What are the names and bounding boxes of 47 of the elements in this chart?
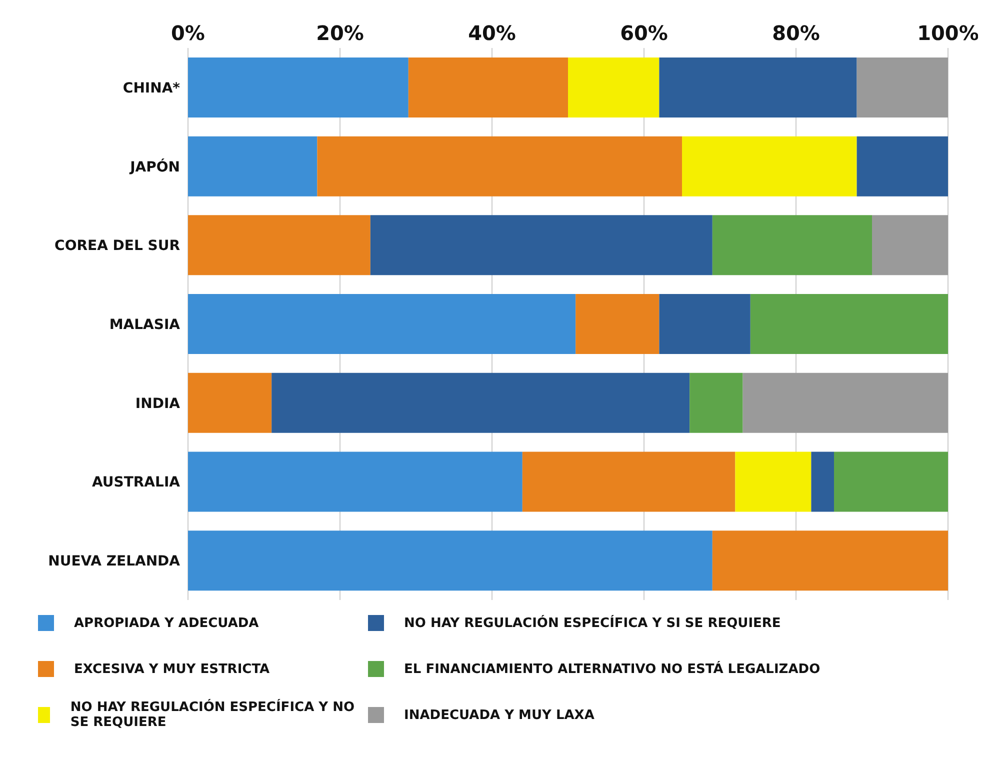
bar <box>856 57 948 118</box>
y-tick-label: MALASIA <box>109 316 180 333</box>
bar <box>188 452 522 512</box>
bar <box>188 215 370 276</box>
bar <box>712 530 948 591</box>
legend-label: INADECUADA Y MUY LAXA <box>404 708 594 722</box>
y-tick-label: AUSTRALIA <box>92 474 180 491</box>
y-tick-label: JAPÓN <box>129 158 180 176</box>
x-tick-label: 80% <box>772 21 820 45</box>
bar <box>272 372 690 433</box>
bar <box>188 57 408 118</box>
bar <box>872 215 948 276</box>
legend-label: APROPIADA Y ADECUADA <box>74 616 259 630</box>
legend-label: EXCESIVA Y MUY ESTRICTA <box>74 662 270 676</box>
bar <box>750 294 948 354</box>
legend-label: EL FINANCIAMIENTO ALTERNATIVO NO ESTÁ LEGALIZADO <box>404 662 820 676</box>
bar <box>856 136 948 196</box>
bar <box>188 372 272 433</box>
y-tick-label: INDIA <box>135 396 180 412</box>
bar <box>682 136 857 196</box>
legend-label: NO HAY REGULACIÓN ESPECÍFICA Y SI SE REQUIERE <box>404 616 781 630</box>
bar <box>408 57 568 118</box>
x-tick-label: 40% <box>468 21 516 45</box>
bar <box>576 294 660 354</box>
bar <box>188 530 712 591</box>
bar <box>568 57 660 118</box>
bar <box>370 215 712 276</box>
bar <box>690 372 743 433</box>
legend-label: NO HAY REGULACIÓN ESPECÍFICA Y NO SE REQUIERE <box>70 700 356 730</box>
x-tick-label: 100% <box>917 21 979 45</box>
y-tick-label: COREA DEL SUR <box>54 238 180 254</box>
bar <box>659 294 750 354</box>
bar <box>188 136 318 196</box>
y-tick-label: NUEVA ZELANDA <box>48 554 180 570</box>
y-tick-label: CHINA* <box>122 80 181 96</box>
bar <box>712 215 872 276</box>
bar <box>188 294 576 354</box>
x-tick-label: 20% <box>316 21 364 45</box>
bar <box>811 452 834 512</box>
bar <box>659 57 857 118</box>
bar <box>317 136 682 196</box>
x-tick-label: 60% <box>620 21 668 45</box>
bar <box>834 452 948 512</box>
bar <box>742 372 948 433</box>
bar <box>522 452 736 512</box>
x-tick-label: 0% <box>171 21 205 45</box>
bar <box>735 452 812 512</box>
